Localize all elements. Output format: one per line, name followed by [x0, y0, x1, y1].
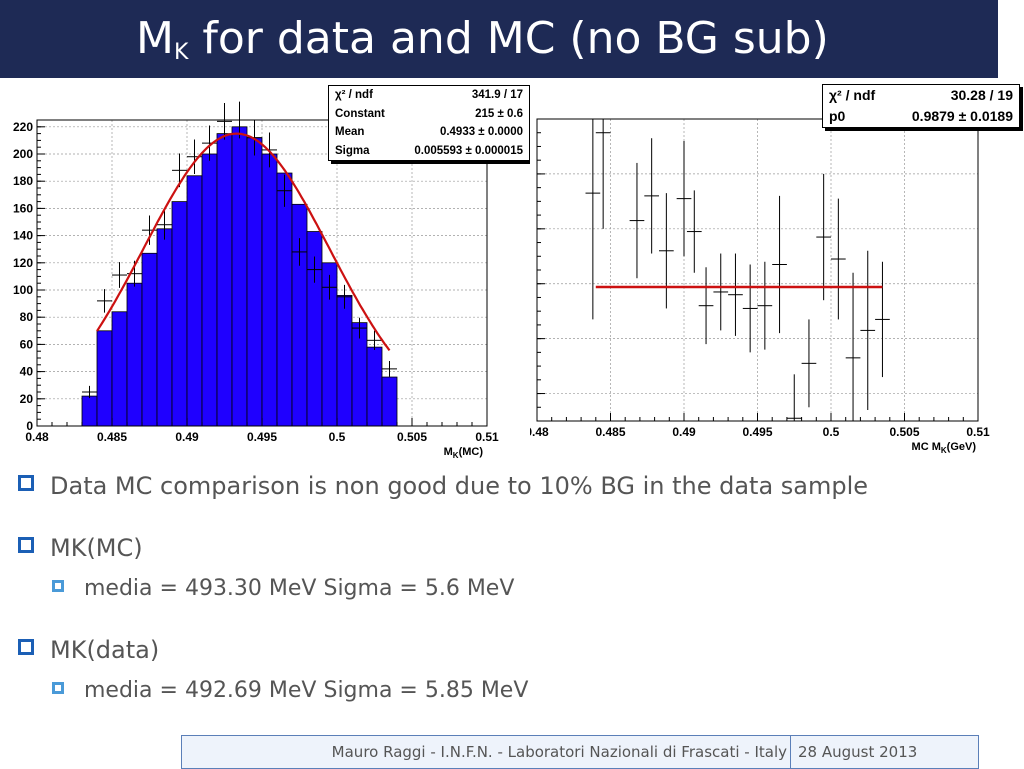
histogram-bar [381, 376, 398, 427]
histogram-bar [291, 203, 308, 427]
x-tick-label: 0.485 [97, 430, 127, 444]
stats-row-chi2: χ² / ndf 341.9 / 17 [335, 89, 523, 101]
histogram-bar [156, 228, 173, 427]
x-tick-label: 0.495 [247, 430, 277, 444]
x-tick-label: 0.495 [742, 425, 772, 439]
slide-title: MK for data and MC (no BG sub) [136, 13, 829, 65]
bullet-square-icon [18, 475, 34, 491]
x-tick-label: 0.49 [175, 430, 199, 444]
sub-bullet-item: media = 492.69 MeV Sigma = 5.85 MeV [52, 678, 528, 703]
sub-bullet-square-icon [52, 682, 64, 694]
y-tick-label: 180 [13, 174, 33, 188]
y-tick-label: 40 [20, 365, 34, 379]
histogram-bar [81, 395, 98, 427]
y-tick-label: 120 [13, 256, 33, 270]
x-tick-label: 0.51 [475, 430, 499, 444]
histogram-bar [366, 346, 383, 427]
histogram-bar [246, 137, 263, 427]
x-tick-label: 0.505 [889, 425, 919, 439]
x-tick-label: 0.5 [823, 425, 840, 439]
y-tick-label: 60 [20, 337, 34, 351]
histogram-bar [216, 133, 233, 427]
histogram-bar [336, 295, 353, 427]
mc-fit-stats-box: χ² / ndf 341.9 / 17 Constant 215 ± 0.6 Mea… [328, 85, 530, 161]
sub-bullet-item: media = 493.30 MeV Sigma = 5.6 MeV [52, 576, 514, 601]
bullet-item: MK(MC) [18, 534, 143, 562]
stats-row-mean: Mean 0.4933 ± 0.0000 [335, 126, 523, 138]
footer: Mauro Raggi - I.N.F.N. - Laboratori Nazi… [181, 735, 979, 769]
histogram-bar [261, 153, 278, 427]
histogram-bar [231, 126, 248, 427]
bullet-square-icon [18, 639, 34, 655]
ratio-plot: 0.48 0.485 0.49 0.495 0.5 0.505 0.51 MC MK(GeV) [530, 118, 990, 455]
x-tick-label: 0.49 [672, 425, 696, 439]
mc-mass-histogram: 0 20 40 60 80 100 120 140 160 180 200 220 0.48 0.485 0… [13, 101, 499, 460]
histogram-bar [126, 282, 143, 427]
stats-row-constant: Constant 215 ± 0.6 [335, 107, 523, 120]
y-tick-label: 220 [13, 120, 33, 134]
y-tick-label: 100 [13, 283, 33, 297]
sub-bullet-square-icon [52, 580, 64, 592]
footer-divider [790, 736, 791, 768]
x-tick-label: 0.48 [25, 430, 49, 444]
bullet-item: Data MC comparison is non good due to 10… [18, 472, 868, 500]
ratio-plot-panel: 0.48 0.485 0.49 0.495 0.5 0.505 0.51 MC MK(GeV)… [530, 82, 1020, 465]
histogram-bar [111, 311, 128, 427]
stats-row-p0: p0 0.9879 ± 0.0189 [829, 108, 1013, 124]
x-tick-label: 0.48 [530, 425, 549, 439]
y-tick-label: 200 [13, 147, 33, 161]
footer-date: 28 August 2013 [798, 743, 918, 761]
histogram-bar [96, 330, 113, 427]
x-tick-label: 0.505 [397, 430, 427, 444]
title-bar: MK for data and MC (no BG sub) [0, 0, 998, 78]
y-tick-label: 20 [20, 392, 34, 406]
x-tick-label: 0.51 [966, 425, 990, 439]
y-tick-label: 0 [26, 419, 33, 433]
x-tick-label: 0.485 [595, 425, 625, 439]
histogram-bar [201, 153, 218, 427]
mc-mass-histogram-panel: 0 20 40 60 80 100 120 140 160 180 200 220 0.48 0.485 0… [0, 80, 530, 465]
bullet-square-icon [18, 537, 34, 553]
y-tick-label: 80 [20, 310, 34, 324]
gaussian-fit-curve [96, 132, 391, 352]
histogram-bar [171, 201, 188, 427]
stats-row-sigma: Sigma 0.005593 ± 0.000015 [335, 144, 523, 157]
histogram-bar [186, 175, 203, 427]
histogram-bar [141, 252, 158, 427]
x-axis-label: MC MK(GeV) [912, 441, 977, 455]
x-tick-label: 0.5 [329, 430, 346, 444]
ratio-fit-stats-box: χ² / ndf 30.28 / 19 p0 0.9879 ± 0.0189 [822, 84, 1020, 128]
stats-row-chi2: χ² / ndf 30.28 / 19 [829, 87, 1013, 103]
y-tick-label: 160 [13, 201, 33, 215]
x-axis-label: MK(MC) [444, 446, 484, 460]
plot-area [537, 119, 978, 421]
histogram-bar [276, 172, 293, 427]
footer-author: Mauro Raggi - I.N.F.N. - Laboratori Nazi… [331, 743, 787, 761]
y-tick-label: 140 [13, 229, 33, 243]
bullet-item: MK(data) [18, 636, 159, 664]
